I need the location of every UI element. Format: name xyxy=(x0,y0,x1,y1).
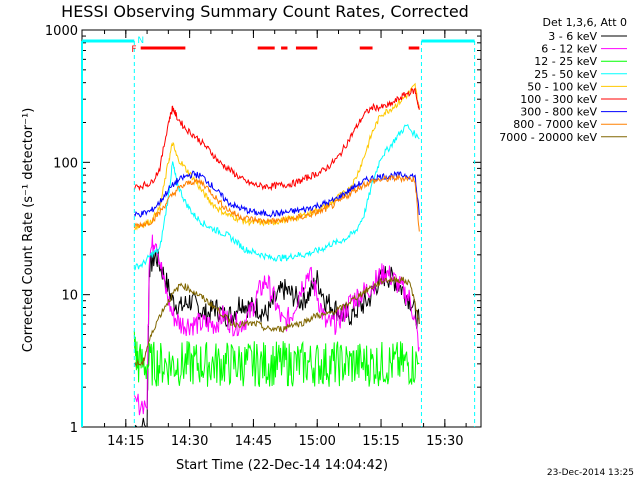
series-line xyxy=(133,82,420,231)
x-tick-label: 15:00 xyxy=(298,434,335,449)
legend-label: 7000 - 20000 keV xyxy=(499,131,597,144)
x-tick-label: 14:15 xyxy=(107,434,144,449)
series-line xyxy=(133,124,420,271)
x-tick-label: 14:30 xyxy=(171,434,208,449)
x-tick-label: 15:15 xyxy=(362,434,399,449)
n-flag-label: N xyxy=(137,36,144,46)
series-line xyxy=(133,330,420,387)
legend-label: 300 - 800 keV xyxy=(520,106,597,119)
y-axis-label: Corrected Count Rate (s⁻¹ detector⁻¹) xyxy=(21,108,36,353)
legend-label: 100 - 300 keV xyxy=(520,93,597,106)
f-flag-label: F xyxy=(131,45,136,55)
series-line xyxy=(133,87,420,192)
series-line xyxy=(133,173,420,232)
y-tick-label: 1 xyxy=(70,421,78,436)
legend-label: 3 - 6 keV xyxy=(548,30,597,43)
y-tick-label: 10 xyxy=(61,289,78,304)
y-tick-label: 100 xyxy=(53,156,78,171)
legend-label: 6 - 12 keV xyxy=(541,43,597,56)
series-layer xyxy=(133,82,420,427)
x-tick-label: 15:30 xyxy=(426,434,463,449)
y-tick-label: 1000 xyxy=(45,24,78,39)
series-line xyxy=(133,276,420,368)
chart-title: HESSI Observing Summary Count Rates, Cor… xyxy=(61,2,469,21)
x-axis-label: Start Time (22-Dec-14 14:04:42) xyxy=(176,458,388,473)
series-line xyxy=(133,170,420,218)
legend-header: Det 1,3,6, Att 0 xyxy=(543,16,627,29)
legend-label: 12 - 25 keV xyxy=(534,55,597,68)
timestamp: 23-Dec-2014 13:25 xyxy=(547,468,634,478)
x-tick-label: 14:45 xyxy=(235,434,272,449)
legend-label: 50 - 100 keV xyxy=(527,80,597,93)
legend-label: 800 - 7000 keV xyxy=(513,118,597,131)
legend-label: 25 - 50 keV xyxy=(534,68,597,81)
series-line xyxy=(133,234,420,416)
